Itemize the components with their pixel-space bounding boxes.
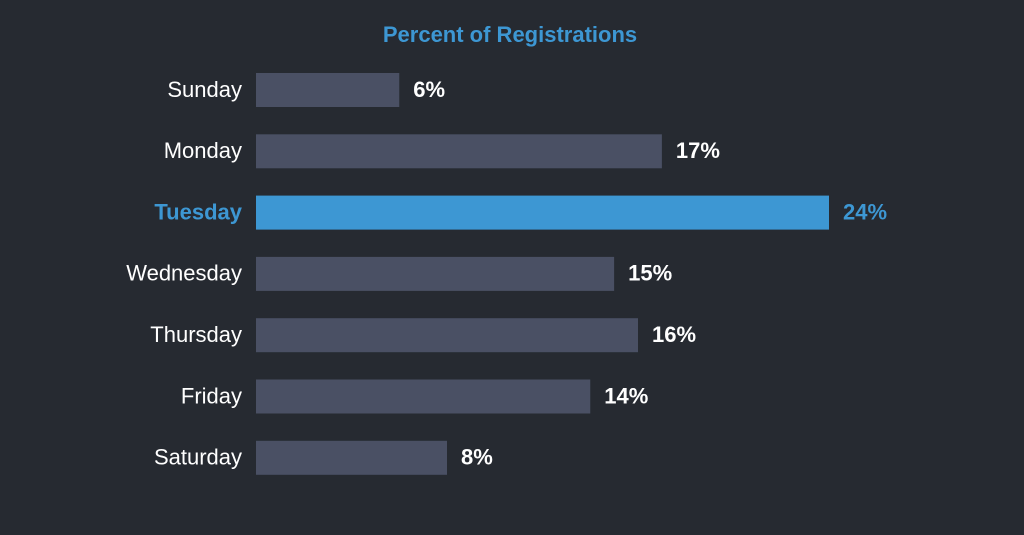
value-label: 15%	[628, 261, 672, 286]
bar	[256, 379, 591, 414]
value-label: 6%	[413, 77, 445, 102]
category-label: Sunday	[167, 77, 242, 102]
value-label: 8%	[461, 445, 493, 470]
value-label: 17%	[676, 138, 720, 163]
bar	[256, 318, 638, 353]
value-label: 16%	[652, 322, 696, 347]
bar	[256, 256, 615, 291]
bar	[256, 134, 662, 169]
category-label: Wednesday	[126, 261, 242, 286]
bar	[256, 73, 400, 107]
value-label: 24%	[843, 199, 887, 224]
category-label: Friday	[181, 383, 242, 408]
category-label: Saturday	[154, 445, 242, 470]
category-label: Monday	[164, 138, 242, 163]
category-label: Thursday	[150, 322, 242, 347]
value-label: 14%	[604, 383, 648, 408]
bar	[256, 195, 829, 230]
category-label: Tuesday	[154, 199, 242, 224]
bar	[256, 440, 447, 475]
chart-title: Percent of Registrations	[383, 22, 637, 47]
